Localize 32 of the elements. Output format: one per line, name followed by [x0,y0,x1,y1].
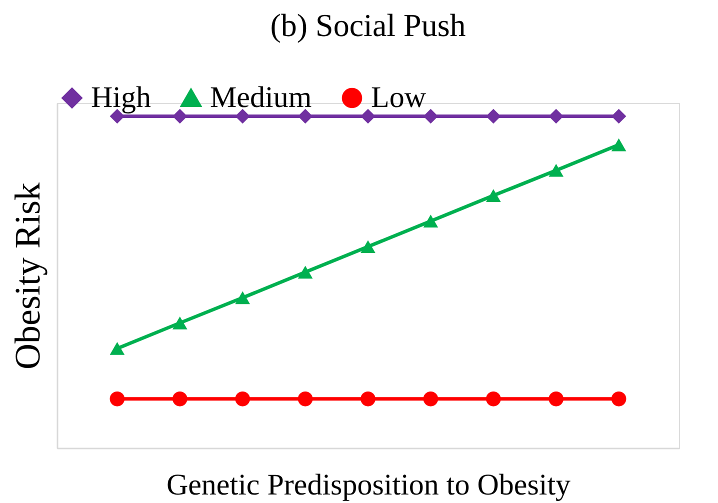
point [486,392,501,406]
point [235,392,250,406]
legend-label: High [91,81,151,114]
legend-label: Low [371,81,426,114]
chart-title: (b) Social Push [270,7,466,43]
point [548,164,564,177]
point [360,392,376,406]
point [110,392,125,406]
point [611,138,626,152]
point [298,266,313,279]
legend-label: Medium [210,81,312,114]
x-axis-title: Genetic Predisposition to Obesity [166,468,571,502]
point [423,214,438,228]
point [235,291,250,304]
y-axis-title: Obesity Risk [8,182,48,370]
point [298,108,313,124]
point [611,392,626,406]
point [611,108,626,124]
point [423,108,438,124]
point [298,392,313,406]
point [110,342,125,355]
point [486,189,501,202]
point [548,108,564,124]
point [172,392,188,406]
point [235,108,250,124]
point [548,392,564,406]
point [172,316,188,330]
point [423,392,438,406]
point [360,108,376,124]
point [172,108,188,124]
point [486,108,501,124]
point [360,240,376,254]
